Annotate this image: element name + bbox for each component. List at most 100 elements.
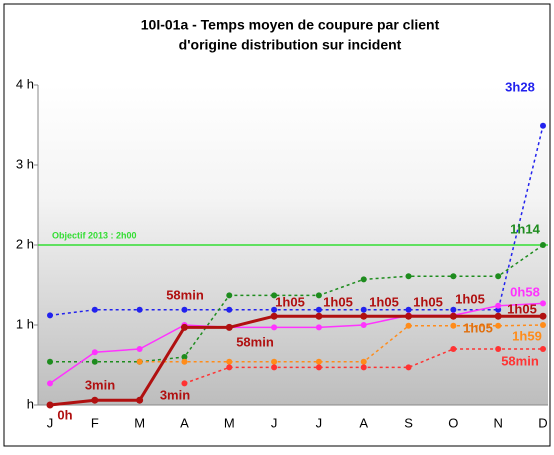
point [449, 312, 457, 320]
annotation: 1h05 [507, 301, 537, 316]
point [360, 358, 367, 365]
point [47, 358, 53, 365]
point [136, 396, 144, 404]
point [225, 323, 233, 331]
annotation: 0h [57, 407, 72, 422]
point [450, 346, 457, 352]
x-tick-label: M [134, 415, 145, 430]
annotation: 58min [166, 287, 204, 302]
y-tick-label: 4 h [16, 76, 34, 91]
point [360, 312, 368, 320]
point [181, 306, 188, 313]
point [540, 122, 546, 129]
y-tick-label: 3 h [16, 156, 34, 171]
point [540, 346, 546, 352]
point [271, 364, 278, 371]
annotation: 58min [501, 353, 539, 368]
annotation: 1h05 [463, 320, 493, 335]
annotation: 58min [236, 334, 274, 349]
point [270, 312, 278, 320]
x-tick-label: S [404, 415, 413, 430]
point [360, 306, 367, 313]
point [271, 292, 278, 299]
point [360, 364, 367, 371]
x-tick-label: A [180, 415, 189, 430]
series-line [49, 125, 544, 317]
objective-label: Objectif 2013 : 2h00 [52, 230, 137, 240]
point [315, 312, 323, 320]
x-tick-label: F [91, 415, 99, 430]
x-tick-label: O [448, 415, 458, 430]
annotation: 1h59 [512, 328, 542, 343]
point [540, 242, 546, 248]
point [315, 306, 322, 313]
series-line [139, 324, 544, 363]
point [180, 323, 188, 331]
point [91, 358, 98, 365]
point [136, 306, 143, 313]
point [494, 312, 502, 320]
annotation: 1h14 [510, 221, 540, 236]
x-tick-label: J [47, 415, 54, 430]
annotation: 3h28 [505, 79, 535, 94]
point [181, 354, 188, 360]
point [360, 322, 367, 328]
point [450, 306, 457, 313]
point [540, 300, 546, 307]
point [47, 312, 53, 319]
x-tick-label: M [224, 415, 235, 430]
chart-title: d'origine distribution sur incident [179, 37, 402, 53]
point [315, 292, 322, 299]
point [226, 292, 233, 299]
point [136, 358, 143, 365]
y-tick-label: 1 h [16, 316, 34, 331]
x-tick-label: A [359, 415, 368, 430]
series-line [49, 302, 544, 385]
point [181, 358, 188, 365]
point [181, 380, 188, 387]
point [47, 380, 53, 387]
point [271, 306, 278, 313]
point [405, 364, 412, 371]
point [91, 349, 98, 356]
annotation: 3min [85, 377, 115, 392]
point [46, 401, 54, 409]
point [271, 324, 278, 331]
x-tick-label: J [271, 415, 278, 430]
annotation: 1h05 [455, 291, 485, 306]
point [226, 358, 233, 365]
series-line [49, 314, 543, 407]
point [136, 346, 143, 352]
x-tick-label: N [493, 415, 502, 430]
point [405, 322, 412, 329]
annotation: 0h58 [510, 284, 540, 299]
chart-title: 10I-01a - Temps moyen de coupure par cli… [141, 17, 440, 33]
point [405, 312, 413, 320]
annotation: 3min [160, 387, 190, 402]
annotation: 1h05 [323, 294, 353, 309]
point [315, 358, 322, 365]
y-tick-label: h [27, 396, 34, 411]
point [360, 276, 367, 283]
point [91, 396, 99, 404]
annotation: 1h05 [275, 294, 305, 309]
point [495, 302, 502, 309]
y-tick-label: 2 h [16, 236, 34, 251]
point [450, 322, 457, 329]
point [226, 364, 233, 371]
point [91, 306, 98, 313]
point [539, 312, 547, 320]
x-tick-label: D [538, 415, 547, 430]
point [495, 322, 502, 329]
point [405, 273, 412, 280]
point [226, 306, 233, 313]
annotation: 1h05 [369, 294, 399, 309]
point [271, 358, 278, 365]
series-line [50, 244, 544, 363]
point [315, 364, 322, 371]
x-tick-label: J [316, 415, 323, 430]
point [315, 324, 322, 331]
point [540, 322, 546, 328]
point [450, 273, 457, 280]
